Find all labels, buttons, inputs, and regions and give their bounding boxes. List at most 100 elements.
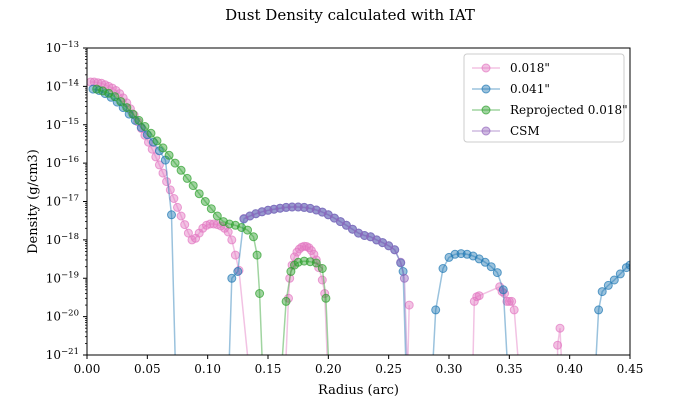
legend-marker <box>481 105 491 115</box>
legend-marker <box>481 126 491 136</box>
data-point <box>154 160 164 170</box>
series-line <box>281 260 330 355</box>
data-point <box>188 181 198 191</box>
data-point <box>176 211 186 221</box>
data-point <box>396 257 406 267</box>
series-line <box>407 305 410 355</box>
data-point <box>625 260 630 270</box>
data-point <box>206 204 216 214</box>
data-point <box>158 143 168 153</box>
data-point <box>404 300 414 310</box>
data-point <box>321 293 331 303</box>
plot-area <box>87 77 630 355</box>
data-point <box>615 269 625 279</box>
x-tick-label: 0.30 <box>436 362 463 376</box>
x-tick-label: 0.40 <box>556 362 583 376</box>
data-point <box>502 296 512 306</box>
data-point <box>252 250 262 260</box>
chart-title: Dust Density calculated with IAT <box>225 6 475 24</box>
x-tick-label: 0.20 <box>315 362 342 376</box>
y-tick-label: 10−13 <box>46 40 79 55</box>
series-2 <box>92 84 331 355</box>
data-point <box>164 150 174 160</box>
series-line <box>432 252 508 355</box>
data-point <box>469 296 479 306</box>
data-point <box>492 268 502 278</box>
legend: 0.018" 0.041" Reprojected 0.018" CSM <box>463 53 628 143</box>
data-point <box>555 323 565 333</box>
y-tick-label: 10−17 <box>46 194 79 209</box>
axes: 0.00 0.05 0.10 0.15 0.20 0.25 0.30 0.35 0.40 0.45… <box>46 40 644 376</box>
y-axis-label: Density (g/cm3) <box>26 149 41 254</box>
x-tick-label: 0.00 <box>74 362 101 376</box>
data-point <box>227 273 237 283</box>
series-line <box>96 88 263 355</box>
legend-label: 0.018" <box>510 61 550 75</box>
data-point <box>227 235 237 245</box>
data-point <box>180 220 190 230</box>
data-point <box>158 168 168 178</box>
data-point <box>128 109 138 119</box>
data-point <box>603 280 613 290</box>
data-point <box>173 202 182 212</box>
data-point <box>285 273 295 283</box>
data-point <box>398 267 408 276</box>
x-tick-label: 0.45 <box>617 362 644 376</box>
data-point <box>438 264 448 273</box>
data-point <box>152 136 162 146</box>
data-point <box>594 305 604 315</box>
data-point <box>317 275 327 285</box>
data-point <box>553 340 563 350</box>
legend-entry: 0.041" <box>472 82 550 96</box>
y-tick-label: 10−21 <box>46 347 79 362</box>
data-point <box>183 228 193 238</box>
y-tick-label: 10−15 <box>46 117 79 132</box>
data-point <box>311 258 321 268</box>
data-point <box>110 92 120 102</box>
y-tick-label: 10−14 <box>46 78 79 93</box>
data-point <box>597 287 607 297</box>
legend-entry: 0.018" <box>472 61 550 75</box>
data-point <box>255 289 265 298</box>
series-line <box>556 328 562 355</box>
data-point <box>122 103 132 113</box>
data-point <box>399 273 409 283</box>
data-point <box>287 202 297 212</box>
data-point <box>431 305 441 315</box>
data-point <box>230 250 240 260</box>
data-point <box>194 189 204 199</box>
data-point <box>480 257 490 267</box>
legend-label: CSM <box>510 124 540 138</box>
data-point <box>134 115 144 125</box>
x-tick-label: 0.05 <box>134 362 161 376</box>
data-point <box>182 173 192 183</box>
legend-entry: Reprojected 0.018" <box>472 103 628 117</box>
data-point <box>176 165 186 175</box>
data-point <box>116 97 126 107</box>
data-point <box>498 285 508 295</box>
legend-label: Reprojected 0.018" <box>510 103 628 117</box>
legend-marker <box>481 63 491 73</box>
data-point <box>147 144 157 154</box>
x-tick-label: 0.25 <box>375 362 402 376</box>
data-point <box>486 262 496 272</box>
data-point <box>243 225 252 235</box>
series-3 <box>239 202 409 355</box>
legend-label: 0.041" <box>510 82 550 96</box>
y-tick-label: 10−19 <box>46 270 79 285</box>
data-point <box>169 194 179 203</box>
series-line <box>228 206 407 355</box>
data-point <box>509 305 519 315</box>
data-point <box>474 291 484 301</box>
data-point <box>233 267 243 276</box>
data-point <box>249 232 258 242</box>
data-point <box>390 245 400 255</box>
data-point <box>223 227 233 237</box>
y-tick-label: 10−20 <box>46 309 79 324</box>
y-tick-label: 10−16 <box>46 155 79 170</box>
data-point <box>146 128 156 138</box>
legend-marker <box>481 84 491 94</box>
data-point <box>170 158 180 168</box>
data-point <box>162 177 172 187</box>
data-point <box>507 296 517 306</box>
